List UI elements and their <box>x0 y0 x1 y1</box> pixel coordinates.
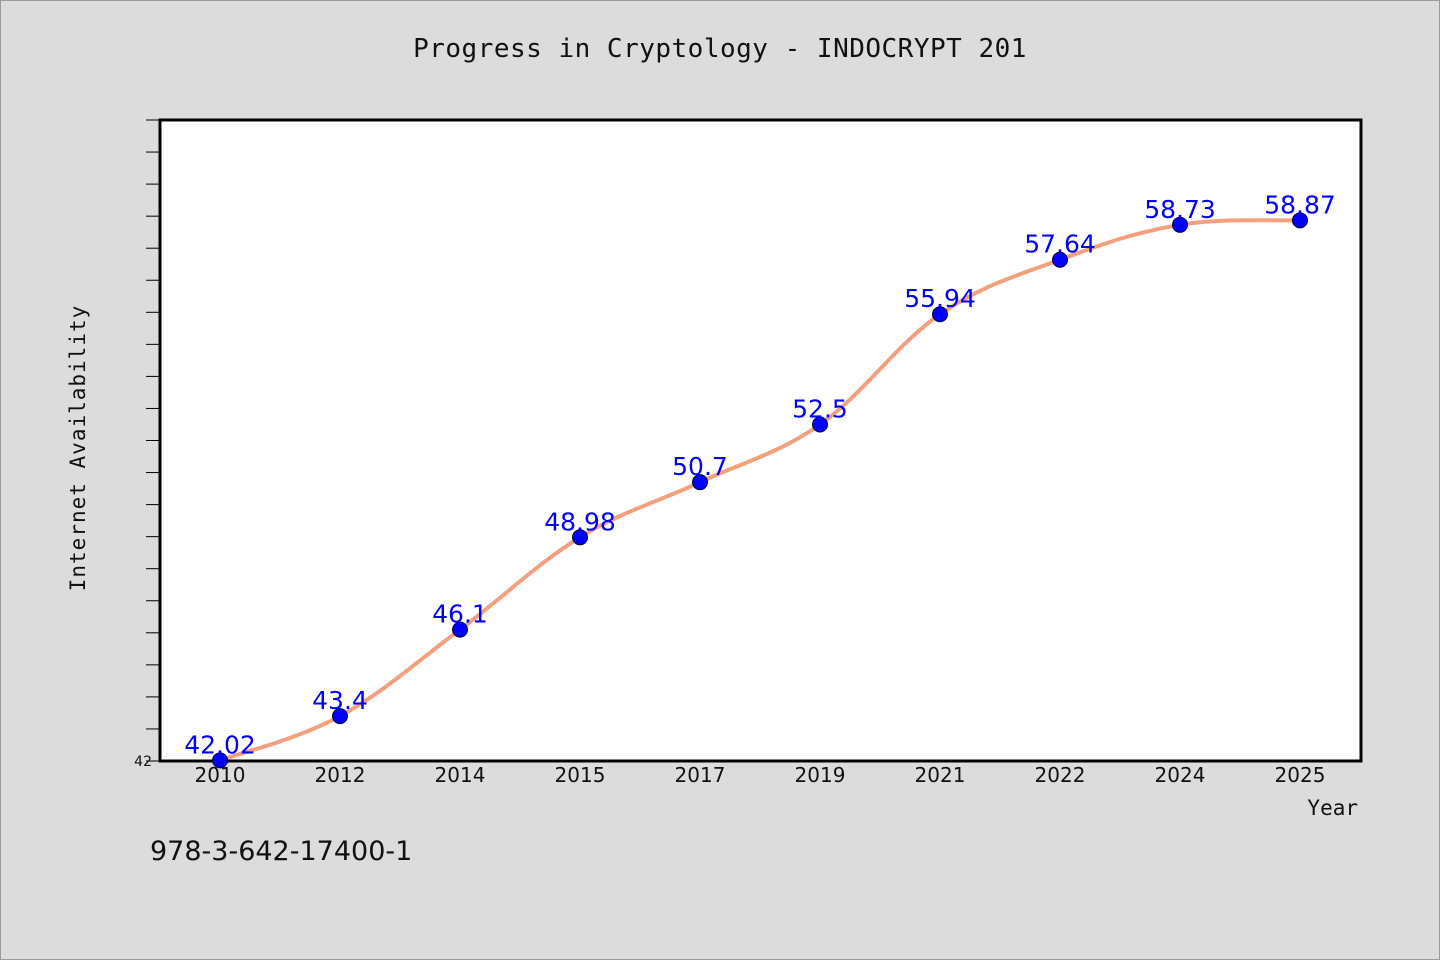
data-labels: 42.02 43.4 46.1 48.98 50.7 52.5 55.94 57.64 58.7… <box>184 190 1336 759</box>
x-tick-label: 2017 <box>675 763 726 787</box>
data-point <box>1052 251 1068 268</box>
data-point <box>572 529 588 546</box>
data-label: 55.94 <box>904 284 976 313</box>
data-point <box>1172 216 1188 233</box>
x-axis-label: Year <box>1307 796 1358 820</box>
x-tick-label: 2025 <box>1275 763 1326 787</box>
x-tick-label: 2022 <box>1035 763 1086 787</box>
x-tick-label: 2015 <box>555 763 606 787</box>
x-axis-tick-labels: 2010 2012 2014 2015 2017 2019 2021 2022 2024 2025 <box>195 763 1326 787</box>
y-tick-label: 42 <box>134 754 152 770</box>
data-point <box>212 752 228 769</box>
data-label: 58.87 <box>1264 190 1336 219</box>
data-point <box>1292 212 1308 229</box>
x-tick-label: 2024 <box>1155 763 1206 787</box>
series-markers <box>212 212 1308 769</box>
data-label: 58.73 <box>1144 195 1216 224</box>
series-line <box>219 218 1301 763</box>
data-label: 42.02 <box>184 730 256 759</box>
x-tick-label: 2019 <box>795 763 846 787</box>
data-label: 43.4 <box>312 686 368 715</box>
data-point <box>812 416 828 433</box>
data-label: 46.1 <box>432 600 488 629</box>
x-tick-label: 2014 <box>435 763 486 787</box>
data-point <box>692 474 708 491</box>
data-point <box>452 621 468 638</box>
y-axis-ticks: 42 <box>134 119 160 770</box>
data-label: 48.98 <box>544 507 616 536</box>
x-tick-label: 2012 <box>315 763 366 787</box>
chart-title: Progress in Cryptology - INDOCRYPT 201 <box>413 34 1027 64</box>
x-tick-label: 2021 <box>915 763 966 787</box>
series-line-group <box>219 218 1301 763</box>
footer-isbn: 978-3-642-17400-1 <box>150 836 413 867</box>
data-point <box>932 306 948 323</box>
data-label: 50.7 <box>672 452 728 481</box>
data-label: 57.64 <box>1024 230 1096 259</box>
data-label: 52.5 <box>792 394 848 423</box>
data-point <box>332 708 348 725</box>
